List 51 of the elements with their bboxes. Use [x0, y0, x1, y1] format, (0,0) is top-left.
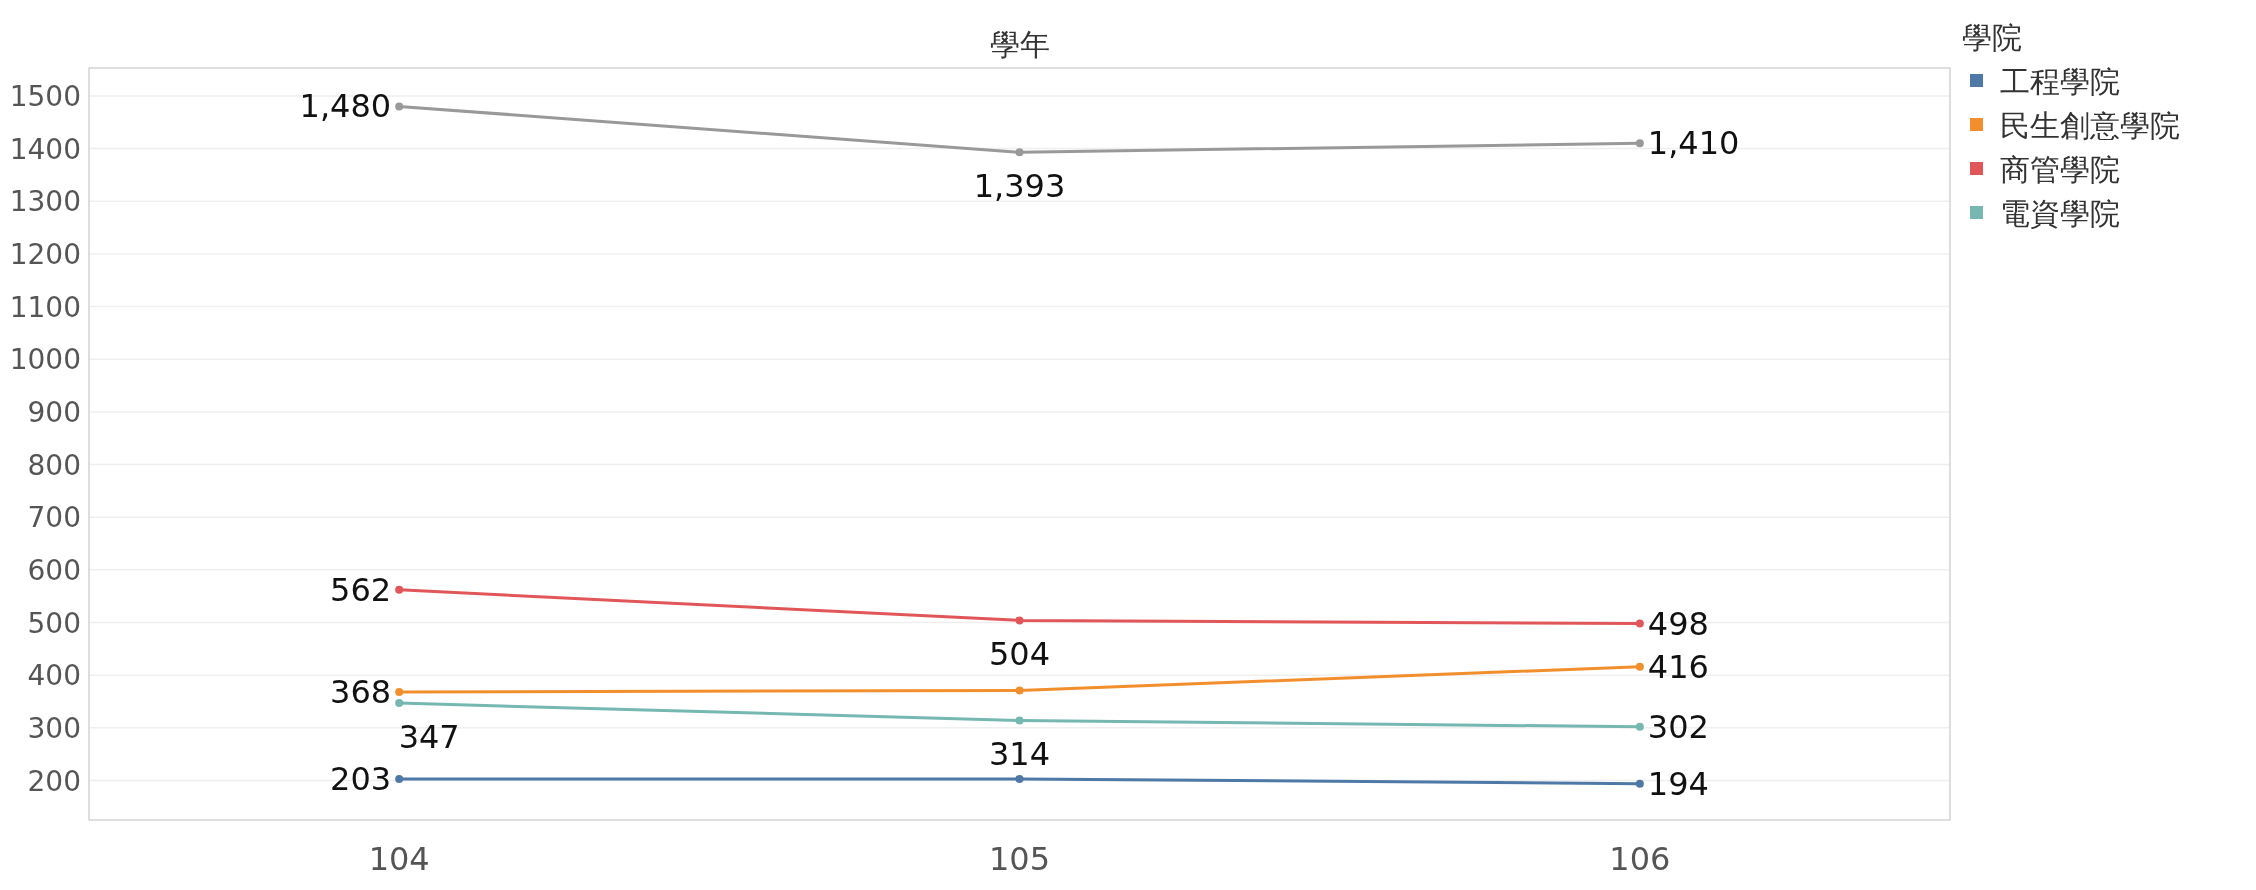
point: [1635, 139, 1644, 148]
data-label: 498: [1647, 604, 1709, 643]
legend-label: 電資學院: [2000, 196, 2120, 231]
y-tick-label: 300: [27, 711, 81, 745]
data-label: 368: [330, 673, 392, 712]
point: [1015, 148, 1024, 157]
y-tick-label: 600: [27, 553, 81, 587]
point: [395, 585, 404, 594]
point: [1635, 779, 1644, 788]
data-label: 504: [988, 635, 1051, 674]
data-label: 194: [1647, 764, 1709, 803]
data-label: 302: [1647, 707, 1709, 746]
data-label: 416: [1647, 647, 1709, 686]
point: [1015, 716, 1024, 725]
data-label: 1,410: [1647, 124, 1740, 163]
x-axis-title: 學年: [989, 27, 1050, 62]
point: [1015, 616, 1024, 625]
data-label: 1,393: [973, 167, 1066, 206]
y-tick-label: 400: [27, 659, 81, 693]
legend-title: 學院: [1962, 20, 2022, 55]
point: [1635, 619, 1644, 628]
x-tick-label: 104: [368, 840, 430, 878]
x-tick-label: 105: [988, 840, 1051, 878]
legend-label: 民生創意學院: [2000, 108, 2180, 143]
point: [1015, 686, 1024, 695]
y-tick-label: 1500: [9, 79, 81, 113]
y-tick-label: 900: [27, 395, 81, 429]
y-tick-label: 800: [27, 448, 81, 482]
legend-label: 工程學院: [2000, 64, 2120, 99]
y-tick-label: 1100: [9, 290, 81, 324]
data-label: 347: [398, 718, 460, 757]
data-label: 203: [330, 759, 392, 798]
data-label: 1,480: [299, 87, 392, 126]
data-label: 314: [988, 735, 1051, 774]
point: [395, 688, 404, 697]
y-tick-label: 1400: [9, 132, 81, 166]
y-tick-label: 500: [27, 606, 81, 640]
point: [1635, 662, 1644, 671]
point: [395, 699, 404, 708]
y-tick-label: 200: [27, 764, 81, 798]
y-tick-label: 700: [27, 501, 81, 535]
point: [395, 774, 404, 783]
y-tick-label: 1300: [9, 185, 81, 219]
point: [395, 102, 404, 111]
y-tick-label: 1200: [9, 237, 81, 271]
point: [1015, 774, 1024, 783]
data-label: 562: [330, 570, 392, 609]
point: [1635, 722, 1644, 731]
x-tick-label: 106: [1609, 840, 1671, 878]
y-tick-label: 1000: [9, 343, 81, 377]
legend-label: 商管學院: [2000, 152, 2120, 187]
